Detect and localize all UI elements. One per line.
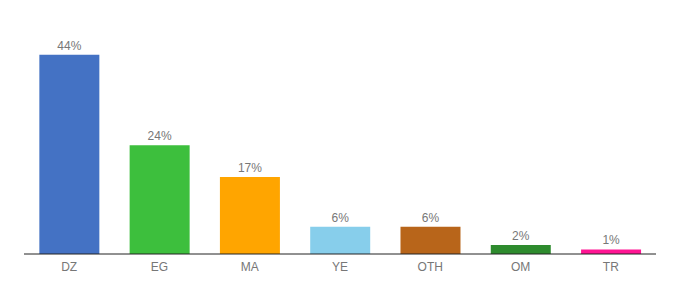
svg-text:6%: 6%: [332, 211, 350, 225]
svg-text:DZ: DZ: [61, 260, 77, 274]
svg-text:6%: 6%: [422, 211, 440, 225]
svg-text:17%: 17%: [238, 161, 262, 175]
svg-text:OM: OM: [511, 260, 530, 274]
svg-text:24%: 24%: [148, 129, 172, 143]
svg-text:EG: EG: [151, 260, 168, 274]
svg-text:MA: MA: [241, 260, 259, 274]
svg-text:TR: TR: [603, 260, 619, 274]
svg-text:YE: YE: [332, 260, 348, 274]
svg-text:44%: 44%: [57, 39, 81, 53]
svg-text:OTH: OTH: [418, 260, 443, 274]
svg-text:1%: 1%: [602, 233, 620, 247]
svg-text:2%: 2%: [512, 229, 530, 243]
